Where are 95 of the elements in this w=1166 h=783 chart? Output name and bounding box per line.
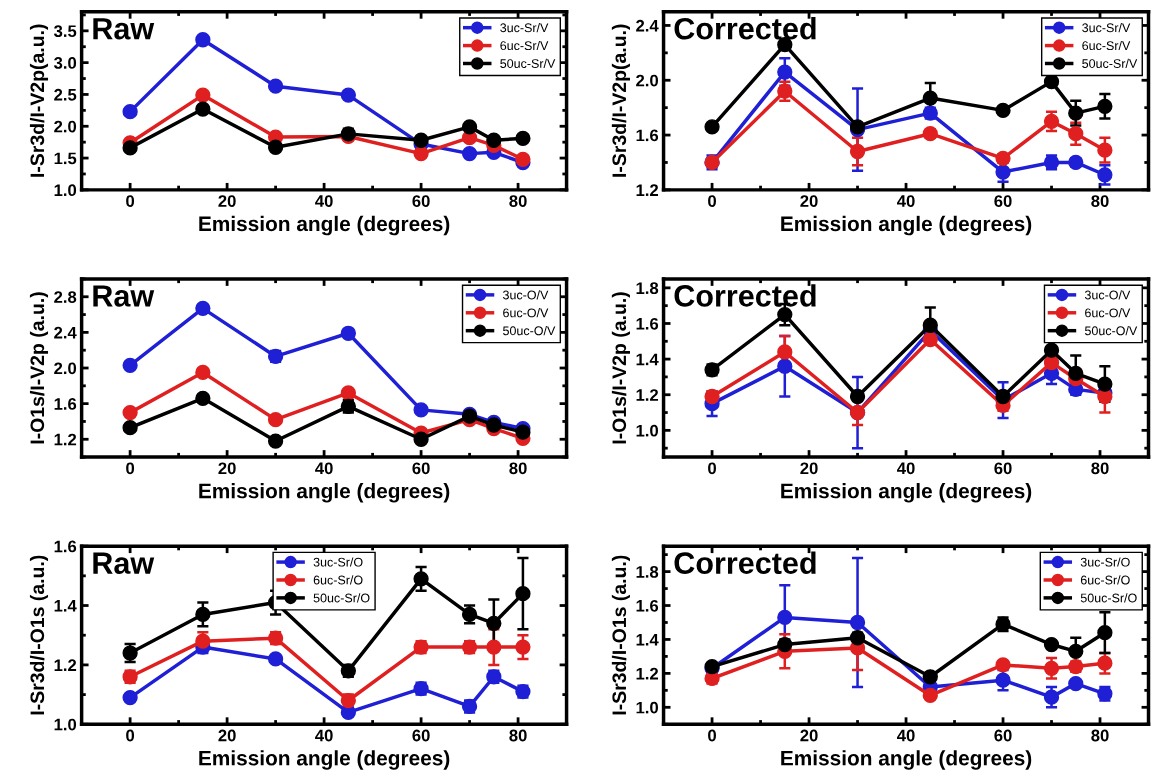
y-tick-label: 1.2 — [636, 667, 659, 680]
y-tick-label: 1.6 — [636, 129, 659, 142]
legend-label: 6uc-Sr/O — [1080, 575, 1130, 585]
x-tick-label: 80 — [509, 729, 527, 742]
legend-label: 3uc-O/V — [503, 290, 549, 300]
x-tick-label: 20 — [800, 729, 818, 742]
x-tick-label: 0 — [126, 195, 135, 207]
x-axis-title: Emission angle (degrees) — [781, 215, 1032, 236]
x-tick-label: 60 — [412, 729, 430, 742]
x-tick-label: 20 — [218, 462, 236, 475]
y-tick-label: 1.2 — [636, 389, 659, 401]
legend-label: 6uc-Sr/V — [500, 40, 549, 51]
x-tick-label: 0 — [708, 462, 717, 475]
x-tick-label: 0 — [708, 195, 717, 207]
x-axis-title: Emission angle (degrees) — [199, 750, 450, 770]
y-tick-label: 1.0 — [636, 701, 659, 714]
legend-label: 3uc-O/V — [1084, 290, 1131, 300]
x-axis-title: Emission angle (degrees) — [199, 215, 450, 236]
y-tick-label: 1.6 — [636, 599, 659, 612]
legend-label: 50uc-Sr/O — [313, 593, 370, 603]
x-tick-label: 0 — [126, 729, 135, 742]
y-axis-title: I-Sr3d/I-O1s (a.u.) — [611, 555, 630, 715]
legend-label: 50uc-O/V — [1084, 326, 1138, 336]
y-axis-title: I-O1s/I-V2p (a.u.) — [29, 292, 49, 444]
y-tick-label: 1.4 — [54, 600, 77, 612]
legend-label: 50uc-Sr/V — [1082, 58, 1138, 68]
annotation: Corrected — [674, 551, 816, 574]
y-tick-label: 1.0 — [54, 184, 77, 197]
x-tick-label: 60 — [994, 729, 1012, 742]
y-tick-label: 2.8 — [54, 291, 77, 303]
annotation: Raw — [93, 285, 155, 307]
y-tick-label: 3.0 — [53, 57, 77, 69]
x-tick-label: 40 — [897, 462, 915, 475]
legend-label: 3uc-Sr/O — [1080, 557, 1130, 567]
legend-label: 50uc-Sr/O — [1080, 593, 1137, 603]
x-tick-label: 0 — [126, 462, 135, 475]
x-tick-label: 40 — [897, 195, 915, 207]
legend-label: 50uc-O/V — [503, 326, 556, 336]
y-tick-label: 1.2 — [636, 184, 659, 196]
y-tick-label: 1.8 — [636, 282, 659, 295]
annotation: Corrected — [674, 17, 816, 40]
legend-label: 6uc-Sr/V — [1082, 40, 1131, 51]
x-axis-title: Emission angle (degrees) — [199, 483, 450, 503]
y-tick-label: 1.4 — [636, 353, 659, 366]
y-axis-title: I-O1s/I-V2p (a.u.) — [611, 292, 630, 444]
y-tick-label: 2.4 — [54, 326, 77, 339]
y-tick-label: 1.6 — [636, 317, 659, 330]
y-tick-label: 1.6 — [54, 540, 77, 553]
x-tick-label: 40 — [315, 195, 333, 207]
y-axis-title: I-Sr3d/I-O1s (a.u.) — [29, 555, 49, 715]
y-tick-label: 2.0 — [54, 362, 77, 375]
y-tick-label: 1.4 — [636, 634, 659, 646]
y-tick-label: 1.0 — [636, 424, 659, 437]
y-tick-label: 2.5 — [54, 88, 77, 101]
legend-label: 6uc-Sr/O — [313, 575, 363, 585]
annotation: Raw — [93, 552, 155, 574]
x-tick-label: 80 — [509, 462, 527, 475]
x-tick-label: 40 — [315, 462, 333, 475]
y-tick-label: 1.6 — [54, 398, 77, 410]
legend-label: 3uc-Sr/O — [313, 557, 363, 567]
x-tick-label: 80 — [1091, 462, 1109, 475]
legend-label: 6uc-O/V — [1085, 308, 1131, 318]
x-tick-label: 60 — [412, 195, 430, 207]
x-tick-label: 60 — [994, 462, 1012, 475]
x-tick-label: 0 — [708, 729, 717, 742]
y-axis-title: I-Sr3d/I-V2p(a.u.) — [611, 24, 630, 177]
x-tick-label: 20 — [800, 195, 818, 207]
legend-label: 3uc-Sr/V — [1082, 23, 1131, 33]
x-tick-label: 80 — [1091, 729, 1109, 742]
y-tick-label: 3.5 — [53, 25, 77, 38]
legend-label: 3uc-Sr/V — [500, 23, 549, 33]
y-tick-label: 2.4 — [636, 19, 659, 32]
x-axis-title: Emission angle (degrees) — [781, 483, 1032, 503]
x-tick-label: 20 — [218, 195, 236, 207]
x-tick-label: 20 — [800, 462, 818, 475]
x-tick-label: 40 — [897, 729, 915, 742]
y-tick-label: 1.0 — [54, 718, 77, 731]
y-tick-label: 2.0 — [54, 120, 77, 133]
y-tick-label: 1.2 — [54, 433, 77, 446]
y-tick-label: 1.2 — [54, 659, 77, 671]
x-tick-label: 40 — [315, 729, 333, 742]
annotation: Corrected — [674, 284, 816, 307]
x-tick-label: 80 — [1091, 195, 1109, 207]
x-tick-label: 60 — [994, 195, 1012, 207]
y-tick-label: 1.8 — [636, 565, 659, 578]
legend-label: 6uc-O/V — [503, 308, 549, 318]
x-axis-title: Emission angle (degrees) — [781, 750, 1032, 770]
y-tick-label: 1.5 — [54, 152, 77, 165]
annotation: Raw — [93, 18, 155, 40]
x-tick-label: 20 — [218, 729, 236, 742]
y-tick-label: 2.0 — [636, 74, 659, 87]
x-tick-label: 60 — [412, 462, 430, 475]
legend-label: 50uc-Sr/V — [500, 58, 556, 68]
y-axis-title: I-Sr3d/I-V2p(a.u.) — [29, 24, 49, 177]
x-tick-label: 80 — [509, 195, 527, 207]
